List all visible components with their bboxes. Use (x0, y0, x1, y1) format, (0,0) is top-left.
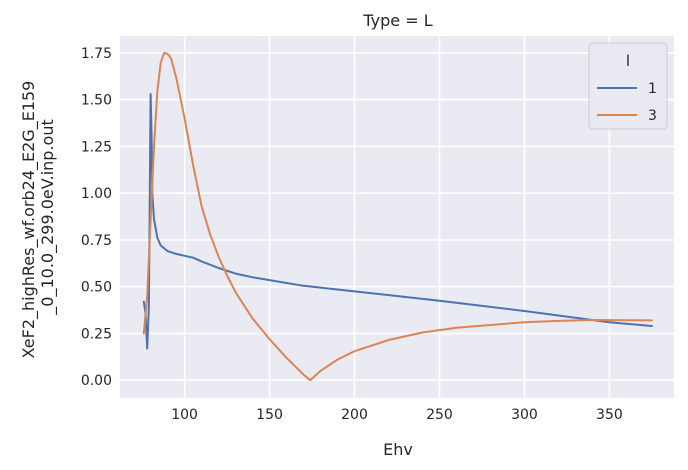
x-tick-label: 350 (596, 407, 623, 423)
legend: l 1 3 (588, 42, 668, 130)
legend-title: l (626, 52, 630, 70)
legend-label-3: 3 (648, 108, 657, 124)
y-axis-label: XeF2_highRes_wf.orb24_E2G_E159 _0_10.0_2… (19, 76, 58, 359)
x-axis-ticks: 100 150 200 250 300 350 (171, 407, 623, 423)
x-tick-label: 100 (171, 407, 198, 423)
legend-box (588, 42, 668, 130)
chart-title: Type = L (362, 11, 432, 30)
y-tick-label: 1.25 (81, 139, 112, 155)
x-tick-label: 250 (426, 407, 453, 423)
y-tick-label: 0.00 (81, 373, 112, 389)
y-tick-label: 0.50 (81, 280, 112, 296)
y-tick-label: 1.50 (81, 93, 112, 109)
x-tick-label: 200 (341, 407, 368, 423)
y-axis-label-line-1: XeF2_highRes_wf.orb24_E2G_E159 (19, 81, 39, 359)
y-tick-label: 1.00 (81, 186, 112, 202)
y-tick-label: 0.75 (81, 233, 112, 249)
series-line-1 (142, 93, 653, 350)
series-line-3 (142, 51, 653, 382)
y-tick-label: 0.25 (81, 326, 112, 342)
legend-label-1: 1 (648, 81, 657, 97)
x-tick-label: 300 (511, 407, 538, 423)
grid (120, 36, 674, 398)
y-tick-label: 1.75 (81, 46, 112, 62)
x-tick-label: 150 (256, 407, 283, 423)
series-layer (142, 51, 653, 382)
x-axis-label: Ehv (383, 440, 413, 459)
y-axis-label-line-2: _0_10.0_299.0eV.inp.out (38, 119, 58, 315)
y-axis-ticks: 0.00 0.25 0.50 0.75 1.00 1.25 1.50 1.75 (81, 46, 112, 389)
